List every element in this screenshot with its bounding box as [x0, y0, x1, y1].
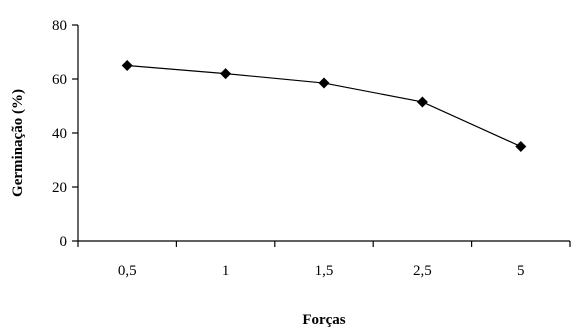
y-axis: 0 20 40 60 80 [52, 18, 79, 250]
y-tick-label: 60 [52, 72, 67, 88]
data-point-marker [318, 77, 330, 89]
data-point-marker [220, 68, 232, 80]
y-axis-title: Germinação (%) [10, 89, 26, 197]
x-tick-label: 1 [222, 263, 230, 279]
data-point-marker [121, 60, 133, 71]
y-tick-label: 20 [52, 180, 67, 196]
data-point-marker [416, 96, 428, 108]
x-tick-label: 0,5 [118, 263, 137, 279]
y-tick-label: 40 [52, 126, 67, 142]
y-tick-label: 80 [52, 18, 67, 34]
x-tick-label: 1,5 [315, 263, 334, 279]
x-tick-label: 2,5 [413, 263, 432, 279]
series-group [121, 60, 527, 152]
x-axis-title: Forças [302, 312, 345, 328]
x-axis: 0,5 1 1,5 2,5 5 [77, 240, 571, 279]
data-point-marker [515, 141, 527, 152]
y-tick-label: 0 [60, 234, 68, 250]
x-tick-label: 5 [517, 263, 525, 279]
